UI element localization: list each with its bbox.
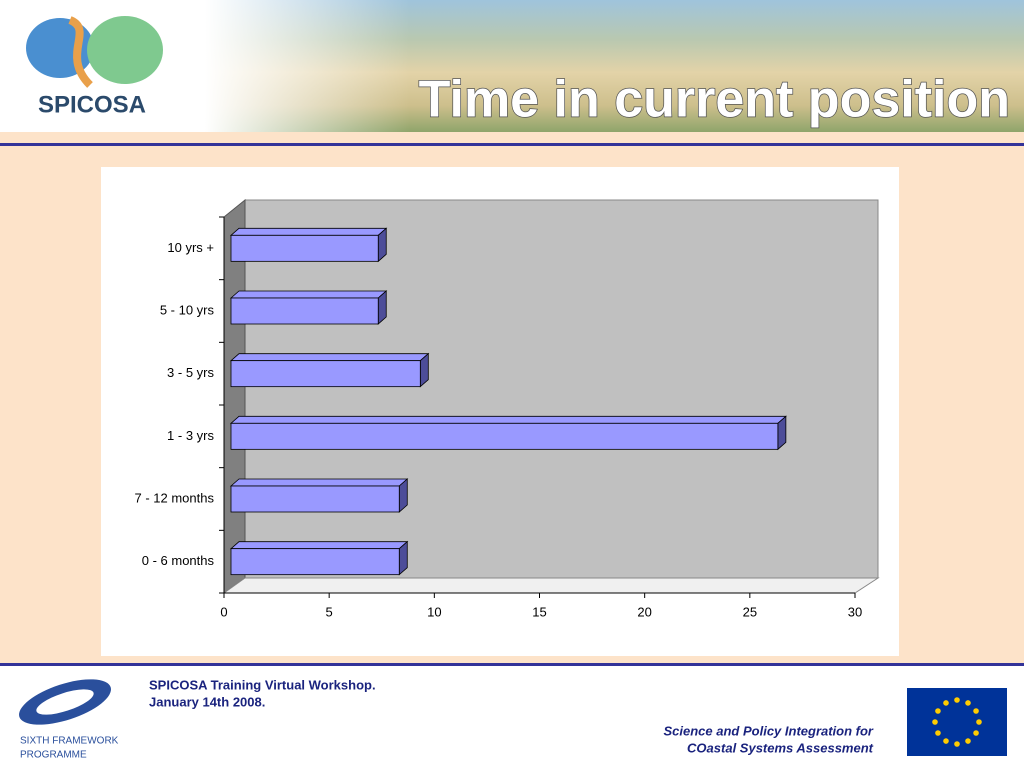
logo-text: SPICOSA [38, 91, 146, 118]
flag-star [965, 738, 971, 744]
bar [230, 234, 379, 262]
flag-star [954, 697, 960, 703]
floor [222, 577, 880, 594]
y-tick-label: 7 - 12 months [135, 490, 215, 505]
bar-top [229, 415, 787, 424]
flag-star [932, 719, 938, 725]
flag-star [954, 741, 960, 747]
fp6-logo: SIXTH FRAMEWORK PROGRAMME [19, 679, 119, 761]
bar-top [229, 290, 388, 299]
bar-top [229, 478, 409, 487]
x-tick-label: 20 [637, 604, 651, 619]
x-tick-label: 15 [532, 604, 546, 619]
y-tick-label: 3 - 5 yrs [167, 365, 214, 380]
flag-star [976, 719, 982, 725]
x-tick-label: 0 [220, 604, 227, 619]
bar-top [229, 227, 388, 236]
spicosa-logo: SPICOSA [26, 16, 163, 118]
bar [230, 422, 779, 450]
x-tick-label: 5 [326, 604, 333, 619]
flag-star [943, 700, 949, 706]
workshop-line: January 14th 2008. [149, 694, 265, 709]
y-tick-label: 1 - 3 yrs [167, 428, 214, 443]
programme-line: SIXTH FRAMEWORK [20, 736, 119, 747]
x-tick-label: 25 [743, 604, 757, 619]
bar [230, 297, 379, 325]
flag-star [965, 700, 971, 706]
flag-star [973, 730, 979, 736]
bar [230, 485, 400, 513]
header-fade [205, 0, 1024, 132]
chart: 0 5 10 15 20 25 30 0 - 6 months 7 - 12 months 1 -… [135, 198, 880, 619]
y-tick-label: 0 - 6 months [142, 553, 215, 568]
bar-top [229, 353, 430, 362]
flag-star [973, 708, 979, 714]
x-tick-label: 10 [427, 604, 441, 619]
top-rule [0, 143, 1024, 146]
flag-star [943, 738, 949, 744]
programme-line: PROGRAMME [20, 750, 87, 761]
tagline-line: Science and Policy Integration for [664, 723, 874, 738]
eu-flag [907, 688, 1007, 756]
flag-star [935, 708, 941, 714]
bar [230, 548, 400, 576]
x-tick-label: 30 [848, 604, 862, 619]
tagline-line: COastal Systems Assessment [687, 740, 874, 755]
bar-top [229, 541, 409, 550]
flag-star [935, 730, 941, 736]
bar [230, 360, 421, 388]
workshop-line: SPICOSA Training Virtual Workshop. [149, 677, 376, 692]
footer-bg [0, 666, 1024, 768]
y-tick-label: 5 - 10 yrs [160, 302, 215, 317]
y-tick-label: 10 yrs + [167, 240, 214, 255]
bottom-rule [0, 663, 1024, 666]
slide-title: Time in current position [419, 71, 1010, 129]
